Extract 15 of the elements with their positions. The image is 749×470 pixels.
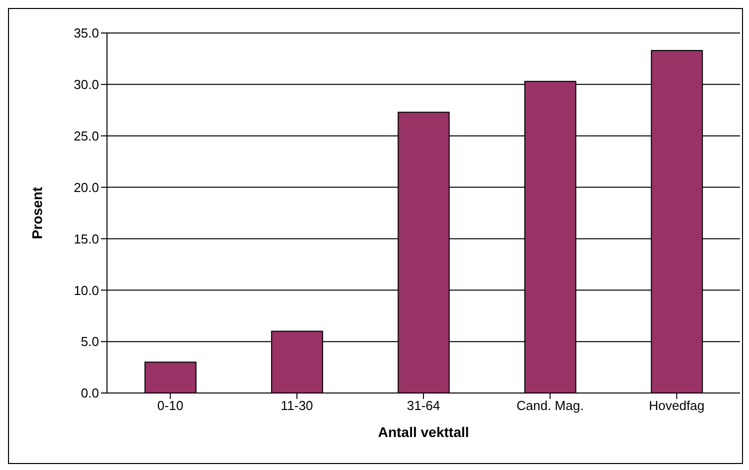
y-tick-label: 25.0 [74, 128, 99, 144]
x-tick-label: Hovedfag [648, 398, 705, 414]
x-tick-label: Cand. Mag. [516, 398, 584, 414]
y-tick-label: 0.0 [80, 386, 99, 401]
y-tick-label: 5.0 [80, 334, 99, 350]
y-tick-label: 20.0 [74, 180, 99, 195]
x-tick-label: 11-30 [280, 398, 314, 414]
y-tick-label: 10.0 [74, 282, 99, 298]
y-axis-title: Prosent [28, 186, 45, 240]
y-tick-label: 30.0 [74, 77, 99, 92]
x-tick-label: 31-64 [406, 398, 440, 414]
y-tick-label: 15.0 [74, 231, 99, 246]
x-axis-title: Antall vekttall [378, 424, 470, 440]
y-tick-label: 35.0 [74, 26, 99, 41]
x-tick-label: 0-10 [157, 398, 184, 414]
